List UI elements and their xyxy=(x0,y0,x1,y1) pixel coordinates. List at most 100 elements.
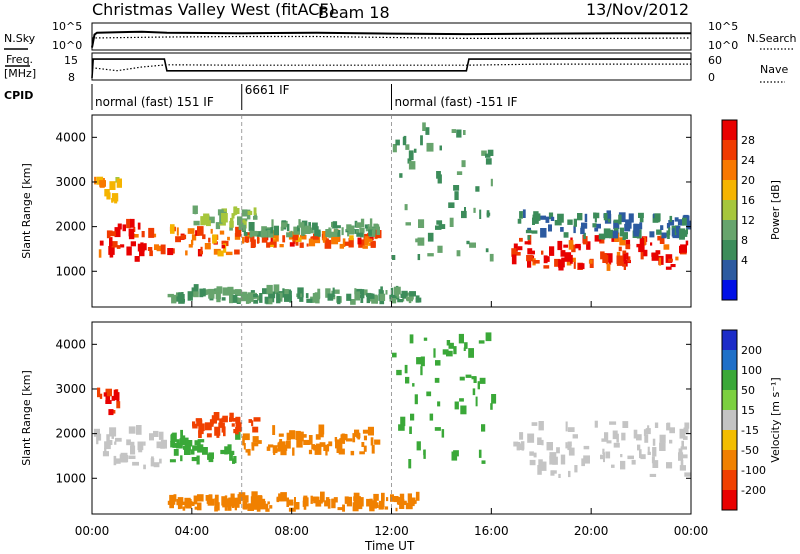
echo-cell xyxy=(286,232,292,238)
echo-cell xyxy=(264,296,269,304)
echo-cell xyxy=(517,246,523,251)
echo-cell xyxy=(257,236,260,244)
echo-cell xyxy=(578,245,581,251)
echo-cell xyxy=(259,501,266,510)
echo-cell xyxy=(248,419,252,423)
echo-cell xyxy=(612,230,619,239)
echo-cell xyxy=(149,433,154,441)
freq-right-tick-bottom: 0 xyxy=(708,71,715,84)
echo-cell xyxy=(594,420,598,428)
echo-cell xyxy=(345,438,353,442)
echo-cell xyxy=(676,229,681,239)
echo-cell xyxy=(109,181,116,190)
echo-cell xyxy=(132,234,139,238)
echo-cell xyxy=(292,447,295,456)
echo-cell xyxy=(245,298,250,304)
echo-cell xyxy=(219,220,226,226)
echo-cell xyxy=(368,229,373,236)
echo-cell xyxy=(311,444,315,450)
echo-cell xyxy=(273,284,280,295)
echo-cell xyxy=(297,225,300,232)
echo-cell xyxy=(279,439,283,449)
echo-cell xyxy=(221,297,226,301)
y-tick-label: 2000 xyxy=(55,427,86,441)
echo-cell xyxy=(567,441,572,447)
echo-cell xyxy=(354,288,357,295)
echo-cell xyxy=(643,249,648,257)
echo-cell xyxy=(184,497,191,508)
echo-cell xyxy=(611,464,615,468)
echo-cell xyxy=(517,218,522,224)
power-colorbar-label: Power [dB] xyxy=(769,180,782,240)
noise-left-label: N.Sky xyxy=(4,32,36,45)
echo-cell xyxy=(666,462,673,469)
echo-cell xyxy=(650,242,653,246)
echo-cell xyxy=(106,230,111,239)
echo-cell xyxy=(594,235,602,242)
echo-cell xyxy=(212,234,217,244)
echo-cell xyxy=(342,238,346,247)
echo-cell xyxy=(172,442,177,448)
echo-cell xyxy=(334,228,338,233)
echo-cell xyxy=(266,242,271,248)
echo-cell xyxy=(627,455,634,460)
echo-cell xyxy=(438,224,446,229)
echo-cell xyxy=(582,236,588,245)
echo-cell xyxy=(461,160,466,168)
echo-cell xyxy=(408,150,414,161)
echo-cell xyxy=(625,252,629,260)
echo-cell xyxy=(613,442,620,448)
freq-left-tick-top: 15 xyxy=(64,54,78,67)
x-tick-label: 00:00 xyxy=(674,524,709,538)
echo-cell xyxy=(219,214,223,224)
echo-cell xyxy=(668,258,673,262)
echo-cell xyxy=(423,337,428,341)
echo-cell xyxy=(197,444,204,453)
echo-cell xyxy=(113,455,117,466)
echo-cell xyxy=(405,292,412,296)
velocity-colorbar-swatch xyxy=(722,330,737,351)
echo-cell xyxy=(221,213,228,223)
noise-lines xyxy=(91,30,692,48)
echo-cell xyxy=(286,499,294,506)
echo-cell xyxy=(663,244,670,250)
echo-cell xyxy=(134,256,140,262)
echo-cell xyxy=(187,228,195,234)
echo-cell xyxy=(392,144,397,153)
echo-cell xyxy=(525,229,532,234)
echo-cell xyxy=(128,455,136,459)
echo-cell xyxy=(99,393,103,399)
echo-cell xyxy=(251,445,255,451)
echo-cell xyxy=(565,442,568,449)
echo-cell xyxy=(571,257,576,262)
echo-cell xyxy=(325,229,329,237)
echo-cell xyxy=(658,257,662,266)
velocity-axes: 1000 2000 3000 4000 xyxy=(55,322,691,514)
echo-cell xyxy=(229,296,232,300)
echo-cell xyxy=(338,448,345,455)
echo-cell xyxy=(242,433,250,441)
echo-cell xyxy=(362,429,369,434)
echo-cell xyxy=(540,228,547,238)
power-colorbar-tick-label: 24 xyxy=(741,154,755,167)
echo-cell xyxy=(109,237,113,247)
echo-cell xyxy=(485,332,492,342)
echo-cell xyxy=(381,503,384,509)
y-tick-label: 4000 xyxy=(55,130,86,144)
echo-cell xyxy=(354,291,360,301)
echo-cell xyxy=(481,424,486,432)
echo-cell xyxy=(367,224,370,229)
echo-cell xyxy=(284,292,290,302)
echo-cell xyxy=(541,439,544,446)
echo-cell xyxy=(222,287,230,296)
echo-cell xyxy=(218,422,224,428)
echo-cell xyxy=(618,212,626,223)
echo-cell xyxy=(451,129,456,133)
echo-cell xyxy=(93,428,100,437)
echo-cell xyxy=(359,228,365,233)
echo-cell xyxy=(254,213,257,218)
velocity-colorbar-tick-label: 100 xyxy=(741,364,762,377)
echo-cell xyxy=(290,230,293,238)
echo-cell xyxy=(126,439,131,446)
echo-cell xyxy=(391,298,397,304)
